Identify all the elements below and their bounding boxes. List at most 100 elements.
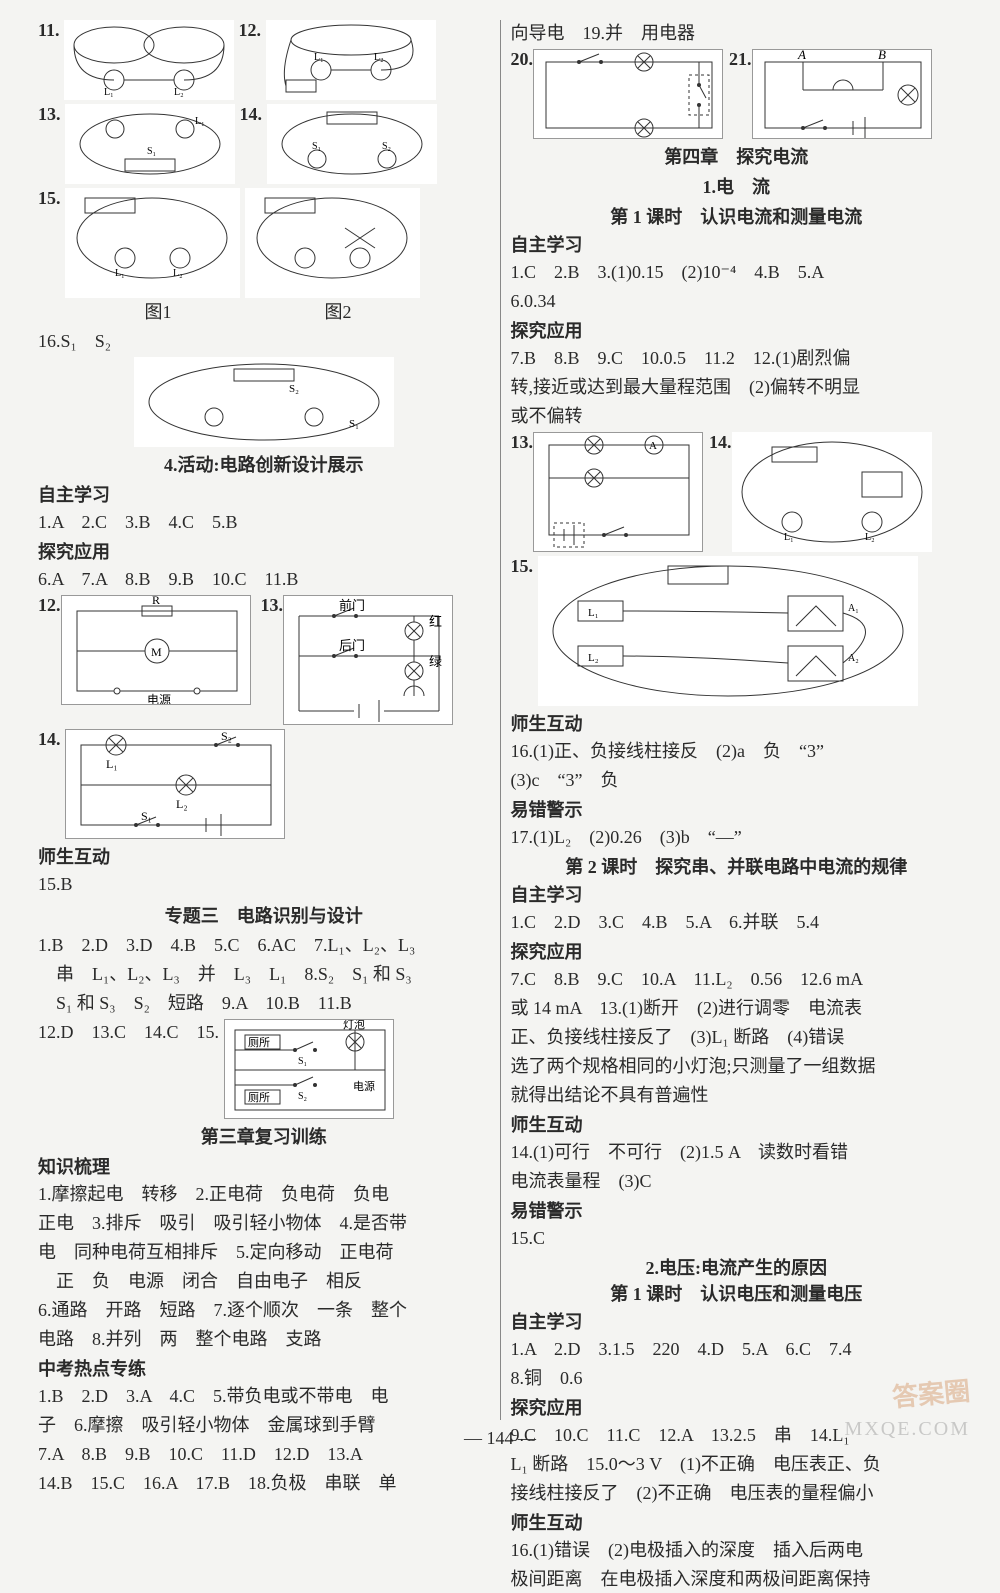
r-tjyy-2: 转,接近或达到最大量程范围 (2)偏转不明显 <box>511 374 963 401</box>
r-ycjs2: 易错警示 <box>511 1197 963 1223</box>
row-12b-13b: 12. R M 电源 13. <box>38 595 490 725</box>
r-zzxx3: 自主学习 <box>511 1308 963 1334</box>
svg-text:电源: 电源 <box>353 1079 375 1093</box>
q13b-label: 13. <box>261 595 284 616</box>
sshd-title: 师生互动 <box>38 843 490 869</box>
svg-text:电源: 电源 <box>147 693 171 705</box>
row-15: 15. L₁L₂ 图1 图2 <box>38 188 490 324</box>
r-tjyy-1: 7.B 8.B 9.C 10.0.5 11.2 12.(1)剧烈偏 <box>511 345 963 372</box>
svg-text:A₁: A₁ <box>848 603 859 614</box>
zssl-l2: 正电 3.排斥 吸引 吸引轻小物体 4.是否带 <box>38 1210 490 1237</box>
svg-text:A: A <box>649 440 657 452</box>
svg-text:L₂: L₂ <box>865 532 875 543</box>
zssl-l6: 电路 8.并列 两 整个电路 支路 <box>38 1326 490 1353</box>
svg-text:M: M <box>151 645 162 659</box>
diagram-r13: A <box>533 432 703 552</box>
r-zzxx2: 自主学习 <box>511 881 963 907</box>
zssl-l1: 1.摩擦起电 转移 2.正电荷 负电荷 负电 <box>38 1181 490 1208</box>
diagram-r14: L₁L₂ <box>732 432 932 552</box>
r-tjyy2-3: 正、负接线柱接反了 (3)L₁ 断路 (4)错误 <box>511 1024 963 1051</box>
r-ycjs-1: 17.(1)L₂ (2)0.26 (3)b “—” <box>511 824 963 851</box>
left-column: 11. L₁L₂ 12. L₁L₂ 13. S₁L₁ 14. S₁S₂ 15. … <box>30 20 498 1420</box>
q16: 16.S₁ S₂ <box>38 328 490 355</box>
zt3-title: 专题三 电路识别与设计 <box>38 902 490 928</box>
diagram-12: L₁ L₂ <box>266 20 436 100</box>
svg-text:R: R <box>152 596 160 607</box>
page-columns: 11. L₁L₂ 12. L₁L₂ 13. S₁L₁ 14. S₁S₂ 15. … <box>30 20 970 1420</box>
sec1-title: 1.电 流 <box>511 173 963 199</box>
right-column: 向导电 19.并 用电器 20. 21. <box>503 20 971 1420</box>
r-tjyy: 探究应用 <box>511 317 963 343</box>
r-zzxx-2: 6.0.34 <box>511 288 963 315</box>
svg-text:L₂: L₂ <box>374 52 384 63</box>
r-sshd3-1: 16.(1)错误 (2)电极插入的深度 插入后两电 <box>511 1537 963 1564</box>
svg-text:S₂: S₂ <box>298 1091 307 1102</box>
svg-text:红: 红 <box>429 614 442 629</box>
r-tjyy3-3: 接线柱接反了 (2)不正确 电压表的量程偏小 <box>511 1480 963 1507</box>
q14-label: 14. <box>240 104 263 124</box>
svg-text:S₂: S₂ <box>221 730 232 743</box>
zkrd-l2: 子 6.摩擦 吸引轻小物体 金属球到手臂 <box>38 1412 490 1439</box>
zt3-l2: 串 L₁、L₂、L₃ 并 L₃ L₁ 8.S₂ S₁ 和 S₃ <box>38 961 490 988</box>
svg-text:L₁: L₁ <box>314 52 324 63</box>
r-sshd2-2: 电流表量程 (3)C <box>511 1168 963 1195</box>
r-zzxx2-1: 1.C 2.D 3.C 4.B 5.A 6.并联 5.4 <box>511 909 963 936</box>
l-tjyy-1: 6.A 7.A 8.B 9.B 10.C 11.B <box>38 566 490 593</box>
diagram-13b: 前门 后门 红 绿 <box>283 595 453 725</box>
watermark-url: MXQE.COM <box>845 1418 970 1441</box>
row-11-12: 11. L₁L₂ 12. L₁L₂ <box>38 20 490 100</box>
r-tjyy2-5: 就得出结论不具有普遍性 <box>511 1082 963 1109</box>
tjyy-title: 探究应用 <box>38 538 490 564</box>
zt3-l3: S₁ 和 S₃ S₂ 短路 9.A 10.B 11.B <box>38 990 490 1017</box>
q20-label: 20. <box>511 49 534 70</box>
svg-text:S₁: S₁ <box>349 418 359 430</box>
diagram-15a: L₁L₂ <box>65 188 240 298</box>
svg-text:S₁: S₁ <box>312 141 321 152</box>
svg-text:L₁: L₁ <box>115 268 125 279</box>
r-tjyy2: 探究应用 <box>511 938 963 964</box>
svg-text:绿: 绿 <box>429 654 442 669</box>
zkrd-l4: 14.B 15.C 16.A 17.B 18.负极 串联 单 <box>38 1470 490 1497</box>
diagram-14b: L₁ L₂ S₂ S₁ <box>65 729 285 839</box>
svg-text:L₂: L₂ <box>174 87 184 98</box>
zkrd-l3: 7.A 8.B 9.B 10.C 11.D 12.D 13.A <box>38 1441 490 1468</box>
r-zzxx3-2: 8.铜 0.6 <box>511 1365 963 1392</box>
column-divider <box>500 20 501 1420</box>
r-tjyy3: 探究应用 <box>511 1394 963 1420</box>
svg-text:L₁: L₁ <box>588 607 599 619</box>
r-tjyy3-2: L₁ 断路 15.0～3 V (1)不正确 电压表正、负 <box>511 1451 963 1478</box>
k2-title: 第 2 课时 探究串、并联电路中电流的规律 <box>511 853 963 879</box>
fig2-label: 图2 <box>325 298 352 324</box>
zssl-l4: 正 负 电源 闭合 自由电子 相反 <box>38 1268 490 1295</box>
zzxx-title: 自主学习 <box>38 481 490 507</box>
svg-text:厕所: 厕所 <box>248 1036 270 1049</box>
r-sshd-1: 16.(1)正、负接线柱接反 (2)a 负 “3” <box>511 738 963 765</box>
svg-text:A₂: A₂ <box>848 653 859 664</box>
svg-text:灯泡: 灯泡 <box>343 1020 365 1031</box>
row-r15: 15. L₁ L₂ A₁ A₂ <box>511 556 963 706</box>
row-14b: 14. L₁ L₂ S₂ S₁ <box>38 729 490 839</box>
q14b-label: 14. <box>38 729 61 749</box>
diagram-20 <box>533 49 723 139</box>
svg-text:B: B <box>878 50 886 62</box>
row-r13-r14: 13. A 14. L₁L₂ <box>511 432 963 552</box>
r-sshd-2: (3)c “3” 负 <box>511 767 963 794</box>
r-ycjs: 易错警示 <box>511 796 963 822</box>
diagram-11: L₁ L₂ <box>64 20 234 100</box>
r-tjyy2-4: 选了两个规格相同的小灯泡;只测量了一组数据 <box>511 1053 963 1080</box>
diagram-15c: 厕所 厕所 S₁ S₂ 灯泡 电源 <box>224 1019 394 1119</box>
svg-text:前门: 前门 <box>339 598 365 613</box>
svg-text:厕所: 厕所 <box>248 1091 270 1104</box>
row-13-14: 13. S₁L₁ 14. S₁S₂ <box>38 104 490 184</box>
diagram-14: S₁S₂ <box>267 104 437 184</box>
svg-text:L₁: L₁ <box>104 87 114 98</box>
svg-text:L₁: L₁ <box>195 116 205 127</box>
r-zzxx-1: 1.C 2.B 3.(1)0.15 (2)10⁻⁴ 4.B 5.A <box>511 259 963 286</box>
zssl-l5: 6.通路 开路 短路 7.逐个顺次 一条 整个 <box>38 1297 490 1324</box>
l-zzxx-1: 1.A 2.C 3.B 4.C 5.B <box>38 509 490 536</box>
zkrd-l1: 1.B 2.D 3.A 4.C 5.带负电或不带电 电 <box>38 1383 490 1410</box>
svg-text:S₁: S₁ <box>141 809 152 823</box>
svg-text:后门: 后门 <box>339 638 365 653</box>
sec4-title: 4.活动:电路创新设计展示 <box>38 451 490 477</box>
row-20-21: 20. 21. <box>511 49 963 139</box>
